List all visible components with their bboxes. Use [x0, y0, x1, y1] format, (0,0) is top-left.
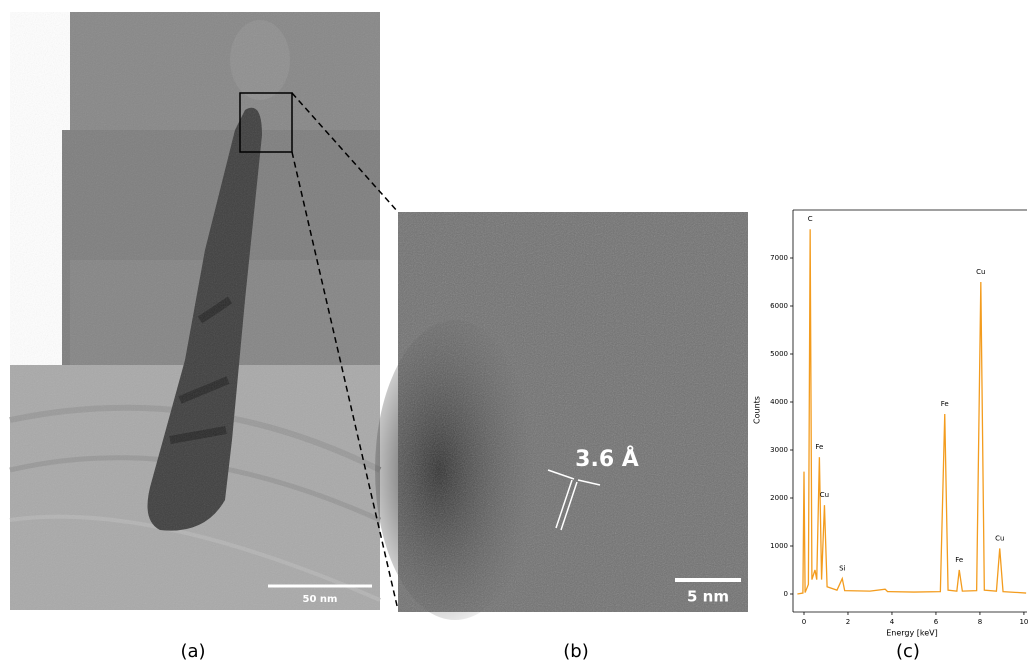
- peak-label: Cu: [976, 268, 985, 276]
- scale-bar-label: 5 nm: [687, 588, 729, 606]
- peak-label: Cu: [995, 534, 1004, 542]
- eds-spectrum: Energy [keV] Counts 0 1000 2000 3000 4000 500…: [753, 210, 1029, 638]
- y-tick-label: 0: [784, 590, 788, 598]
- figure: 50 nm 3.6 Å 5 nm (a) (b) (c) Energy [keV…: [0, 0, 1029, 662]
- x-tick-label: 6: [934, 618, 939, 626]
- spectrum-line: [797, 229, 1026, 594]
- y-tick-label: 3000: [770, 446, 788, 454]
- x-tick-label: 0: [802, 618, 806, 626]
- peak-label: Fe: [955, 556, 963, 564]
- panel-label: (b): [563, 641, 588, 662]
- x-tick-label: 4: [890, 618, 895, 626]
- y-tick-label: 6000: [770, 302, 788, 310]
- y-tick-label: 2000: [770, 494, 788, 502]
- peak-label: Si: [839, 565, 845, 573]
- y-tick-label: 7000: [770, 254, 788, 262]
- hrtem-image-b: 3.6 Å 5 nm: [375, 212, 748, 620]
- y-axis-label: Counts: [753, 396, 762, 424]
- peak-label: Cu: [820, 491, 829, 499]
- y-tick-label: 4000: [770, 398, 788, 406]
- x-tick-label: 8: [978, 618, 982, 626]
- panel-label: (a): [180, 641, 205, 662]
- tem-image-a: 50 nm: [10, 12, 380, 610]
- panel-label: (c): [896, 641, 920, 662]
- x-tick-label: 10: [1019, 618, 1028, 626]
- peak-label: Fe: [815, 443, 823, 451]
- x-axis-label: Energy [keV]: [886, 629, 938, 638]
- y-tick-label: 5000: [770, 350, 788, 358]
- peak-label: C: [808, 215, 813, 223]
- peak-label: Fe: [941, 400, 949, 408]
- lattice-spacing: 3.6 Å: [575, 446, 639, 472]
- scale-bar-label: 50 nm: [303, 594, 338, 605]
- x-tick-label: 2: [846, 618, 850, 626]
- y-tick-label: 1000: [770, 542, 788, 550]
